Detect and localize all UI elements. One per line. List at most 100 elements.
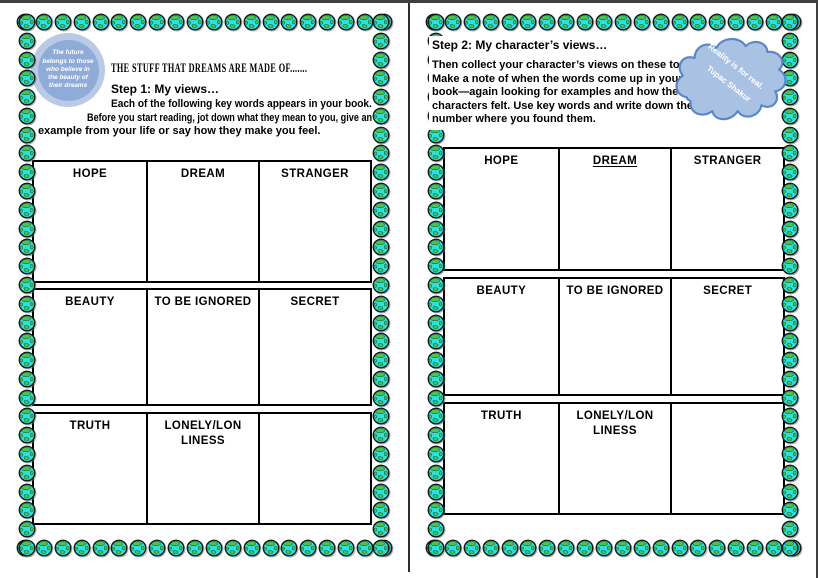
globe-icon	[519, 13, 537, 31]
globe-border-top	[425, 13, 802, 31]
document-title: THE STUFF THAT DREAMS ARE MADE OF.......	[111, 61, 409, 76]
globe-icon	[375, 13, 393, 31]
key-word-label: HOPE	[72, 168, 108, 180]
globe-icon	[299, 13, 317, 31]
instruction-line: example from your life or say how they m…	[38, 125, 321, 138]
globe-icon	[538, 539, 556, 557]
globe-icon	[671, 13, 689, 31]
key-words-row-1: HOPE DREAM STRANGER	[32, 160, 372, 283]
globe-icon	[262, 539, 280, 557]
globe-icon	[73, 539, 91, 557]
key-word-cell-beauty: BEAUTY	[34, 290, 146, 404]
instruction-line: Each of the following key words appears …	[111, 98, 372, 110]
key-word-label: BEAUTY	[476, 285, 527, 297]
globe-icon	[746, 13, 764, 31]
globe-icon	[16, 539, 34, 557]
globe-icon	[372, 389, 390, 407]
key-word-cell-empty	[258, 414, 370, 523]
globe-icon	[205, 13, 223, 31]
globe-icon	[633, 539, 651, 557]
globe-icon	[727, 539, 745, 557]
globe-icon	[652, 539, 670, 557]
key-word-cell-secret: SECRET	[670, 279, 783, 394]
key-words-row-3: TRUTH LONELY/LONLINESS	[32, 412, 372, 525]
globe-icon	[372, 370, 390, 388]
globe-icon	[463, 13, 481, 31]
key-word-cell-stranger: STRANGER	[258, 162, 370, 281]
globe-icon	[372, 163, 390, 181]
globe-icon	[372, 32, 390, 50]
key-word-label: LONELY/LONLINESS	[164, 420, 242, 447]
key-word-cell-lonely: LONELY/LONLINESS	[557, 404, 671, 513]
globe-icon	[18, 539, 36, 557]
quote-line: the beauty of	[48, 74, 88, 82]
globe-icon	[18, 13, 36, 31]
globe-icon	[92, 539, 110, 557]
globe-icon	[243, 539, 261, 557]
globe-icon	[129, 539, 147, 557]
key-word-label: STRANGER	[281, 168, 349, 180]
globe-icon	[356, 539, 374, 557]
key-word-cell-stranger: STRANGER	[670, 149, 783, 269]
globe-icon	[482, 13, 500, 31]
key-word-label: SECRET	[703, 285, 753, 297]
globe-icon	[372, 295, 390, 313]
globe-icon	[372, 501, 390, 519]
globe-icon	[372, 426, 390, 444]
globe-icon	[280, 539, 298, 557]
globe-icon	[372, 520, 390, 538]
globe-icon	[765, 13, 783, 31]
quote-line: The future	[52, 49, 84, 57]
globe-icon	[110, 539, 128, 557]
globe-icon	[372, 314, 390, 332]
globe-icon	[425, 539, 443, 557]
globe-icon	[318, 13, 336, 31]
globe-icon	[482, 539, 500, 557]
globe-icon	[337, 13, 355, 31]
globe-icon	[54, 13, 72, 31]
step1-instructions: Each of the following key words appears …	[38, 98, 372, 139]
globe-icon	[205, 539, 223, 557]
globe-icon	[372, 332, 390, 350]
globe-icon	[18, 126, 36, 144]
quote-circle-text: The future belongs to those who believe …	[37, 39, 99, 101]
key-word-cell-lonely: LONELY/LONLINESS	[146, 414, 258, 523]
globe-icon	[784, 539, 802, 557]
globe-icon	[765, 539, 783, 557]
globe-border-top	[16, 13, 393, 31]
globe-icon	[576, 13, 594, 31]
key-word-label: TRUTH	[69, 420, 111, 432]
globe-icon	[148, 13, 166, 31]
globe-icon	[444, 13, 462, 31]
globe-icon	[372, 445, 390, 463]
key-word-cell-empty	[670, 404, 783, 513]
globe-icon	[372, 144, 390, 162]
key-word-label: BEAUTY	[65, 296, 115, 308]
key-word-cell-secret: SECRET	[258, 290, 370, 404]
key-word-label: DREAM	[180, 168, 226, 180]
quote-circle: The future belongs to those who believe …	[31, 33, 105, 107]
key-word-cell-dream: DREAM	[557, 149, 671, 269]
key-word-cell-to-be-ignored: TO BE IGNORED	[146, 290, 258, 404]
key-word-label: TO BE IGNORED	[154, 296, 252, 308]
key-word-cell-truth: TRUTH	[445, 404, 558, 513]
key-word-cell-hope: HOPE	[34, 162, 146, 281]
globe-icon	[595, 539, 613, 557]
key-word-label: TO BE IGNORED	[566, 285, 664, 297]
key-words-table: HOPE DREAM STRANGER BEAUTY TO BE IGNORED…	[443, 147, 785, 515]
globe-icon	[444, 539, 462, 557]
globe-icon	[318, 539, 336, 557]
globe-icon	[781, 13, 799, 31]
globe-icon	[614, 539, 632, 557]
globe-icon	[356, 13, 374, 31]
globe-icon	[427, 520, 445, 538]
key-word-cell-truth: TRUTH	[34, 414, 146, 523]
globe-icon	[186, 539, 204, 557]
window-edge-top	[0, 0, 818, 3]
globe-icon	[708, 13, 726, 31]
globe-icon	[727, 13, 745, 31]
key-words-row-3: TRUTH LONELY/LONLINESS	[443, 402, 785, 515]
globe-icon	[35, 539, 53, 557]
globe-icon	[372, 351, 390, 369]
globe-icon	[299, 539, 317, 557]
